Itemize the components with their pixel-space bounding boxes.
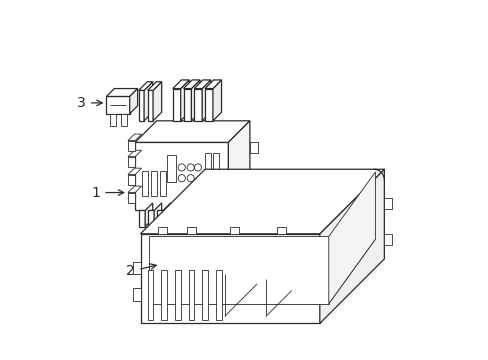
Polygon shape — [147, 211, 154, 226]
Polygon shape — [145, 203, 152, 226]
Polygon shape — [139, 211, 145, 226]
Polygon shape — [147, 270, 153, 320]
Polygon shape — [161, 270, 167, 320]
Polygon shape — [180, 80, 189, 121]
Polygon shape — [163, 203, 170, 226]
Polygon shape — [172, 89, 180, 121]
Polygon shape — [154, 203, 162, 226]
Polygon shape — [139, 82, 152, 90]
Polygon shape — [204, 80, 221, 89]
Polygon shape — [230, 226, 239, 234]
Polygon shape — [183, 80, 200, 89]
Polygon shape — [199, 203, 206, 226]
Polygon shape — [192, 211, 199, 226]
Polygon shape — [135, 121, 249, 142]
Polygon shape — [194, 89, 202, 121]
Polygon shape — [187, 226, 196, 234]
Polygon shape — [194, 80, 210, 89]
Polygon shape — [204, 89, 212, 121]
Polygon shape — [128, 186, 142, 193]
Polygon shape — [128, 168, 142, 175]
Polygon shape — [202, 270, 207, 320]
Polygon shape — [212, 80, 221, 121]
Polygon shape — [276, 226, 285, 234]
Polygon shape — [172, 80, 189, 89]
Polygon shape — [110, 114, 116, 126]
Polygon shape — [144, 82, 152, 121]
Polygon shape — [135, 142, 228, 211]
Polygon shape — [147, 82, 162, 90]
Polygon shape — [121, 114, 127, 126]
Polygon shape — [175, 270, 180, 320]
Polygon shape — [140, 234, 319, 323]
Text: 3: 3 — [77, 96, 102, 110]
Polygon shape — [202, 80, 210, 121]
Polygon shape — [139, 90, 144, 121]
Polygon shape — [384, 234, 391, 244]
Polygon shape — [220, 203, 227, 226]
Polygon shape — [384, 198, 391, 209]
Polygon shape — [249, 142, 257, 153]
Polygon shape — [132, 262, 140, 274]
Polygon shape — [328, 172, 375, 304]
Text: 1: 1 — [91, 185, 123, 199]
Polygon shape — [228, 121, 249, 211]
Polygon shape — [147, 90, 153, 121]
Polygon shape — [140, 169, 384, 234]
Polygon shape — [209, 203, 217, 226]
Polygon shape — [167, 155, 176, 182]
Polygon shape — [151, 171, 157, 196]
Polygon shape — [249, 175, 257, 185]
Polygon shape — [153, 82, 162, 121]
Polygon shape — [156, 211, 163, 226]
Polygon shape — [213, 153, 219, 178]
Polygon shape — [128, 140, 135, 151]
Polygon shape — [160, 171, 165, 196]
Polygon shape — [319, 169, 384, 323]
Text: 2: 2 — [126, 264, 156, 278]
Polygon shape — [128, 157, 135, 167]
Polygon shape — [149, 237, 328, 304]
Polygon shape — [203, 211, 209, 226]
Polygon shape — [214, 211, 220, 226]
Polygon shape — [129, 89, 137, 114]
Polygon shape — [106, 89, 137, 96]
Polygon shape — [188, 270, 194, 320]
Polygon shape — [128, 134, 142, 140]
Polygon shape — [215, 270, 221, 320]
Polygon shape — [142, 171, 148, 196]
Polygon shape — [128, 150, 142, 157]
Polygon shape — [128, 193, 135, 203]
Polygon shape — [149, 239, 375, 304]
Polygon shape — [128, 175, 135, 185]
Polygon shape — [132, 288, 140, 301]
Polygon shape — [183, 89, 191, 121]
Polygon shape — [106, 96, 129, 114]
Polygon shape — [191, 80, 200, 121]
Polygon shape — [158, 226, 167, 234]
Polygon shape — [204, 153, 210, 178]
